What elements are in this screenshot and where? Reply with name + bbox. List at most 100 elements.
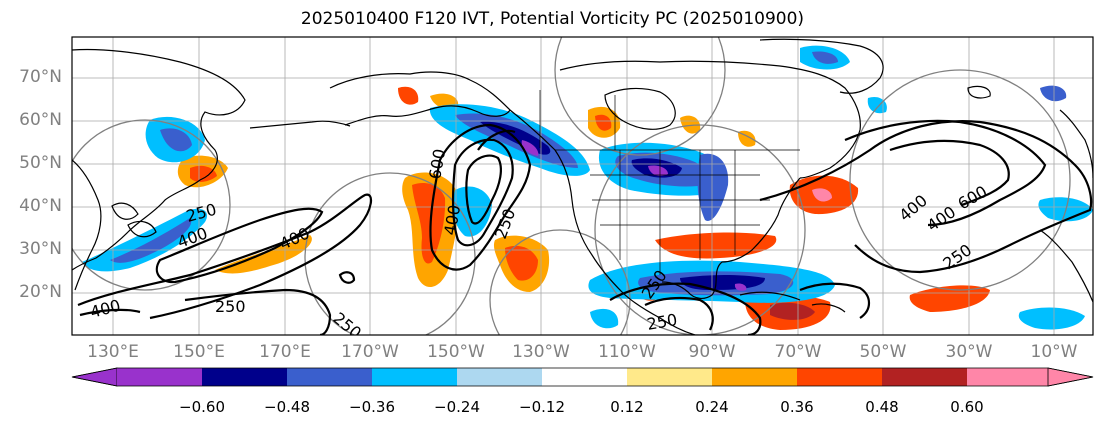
ivt-label: 400 — [440, 203, 464, 236]
ivt-600-atlantic — [889, 139, 1010, 207]
coast-japan — [111, 202, 139, 220]
pv-neg-baffin — [867, 96, 887, 114]
map-frame — [71, 36, 1094, 336]
lon-label-150w: 150°W — [427, 342, 485, 362]
colorbar-tick: −0.60 — [179, 398, 225, 416]
range-rings — [72, 37, 1071, 335]
ivt-250-atlantic — [759, 120, 1093, 274]
pv-neg-north-atlantic — [1040, 85, 1067, 102]
ivt-400-gulf-mexico — [644, 296, 714, 331]
pv-pos-hudson-core — [595, 114, 612, 131]
lat-label-60n: 60°N — [19, 110, 62, 130]
ivt-250-subtropical — [184, 288, 332, 335]
pv-pos-alaska — [398, 86, 419, 105]
coast-arctic-canada — [559, 60, 861, 179]
lat-label-20n: 20°N — [19, 282, 62, 302]
colorbar-bin — [712, 368, 797, 386]
ivt-400-gulf — [79, 308, 141, 317]
colorbar-tick: 0.60 — [950, 398, 984, 416]
pv-neg-atlantic-south — [1018, 307, 1085, 330]
coast-greenland — [759, 38, 884, 94]
colorbar-tick: −0.36 — [349, 398, 395, 416]
lon-label-30w: 30°W — [945, 342, 993, 362]
colorbar-tick: −0.48 — [264, 398, 310, 416]
lon-label-170w: 170°W — [341, 342, 399, 362]
pv-pos-greenland — [680, 115, 701, 134]
coast-europe — [1059, 109, 1093, 179]
ivt-400-westpac — [155, 207, 324, 284]
colorbar-bin — [202, 368, 287, 386]
ivt-250-westpac — [77, 193, 373, 320]
pv-pos-labrador — [738, 130, 756, 147]
colorbar-tick: 0.48 — [865, 398, 899, 416]
ivt-small-pacific — [338, 271, 356, 284]
lon-label-50w: 50°W — [859, 342, 907, 362]
coast-japan-honshu — [127, 220, 157, 238]
colorbar-bin — [287, 368, 372, 386]
pv-neg-gulf-mexico-purple — [734, 283, 747, 291]
colorbar-tick: 0.12 — [610, 398, 644, 416]
lat-label-30n: 30°N — [19, 239, 62, 259]
colorbar-bin — [457, 368, 542, 386]
coast-iberia-africa — [1039, 229, 1093, 303]
lon-label-130w: 130°W — [512, 342, 570, 362]
ivt-label: 250 — [329, 309, 365, 343]
coast-asia — [72, 48, 246, 271]
lon-label-170e: 170°E — [259, 342, 311, 362]
colorbar-bin — [882, 368, 967, 386]
ivt-label: 250 — [645, 310, 678, 334]
lon-label-90w: 90°W — [688, 342, 736, 362]
map-content: 250 400 400 250 400 250 600 400 250 250 … — [72, 37, 1093, 343]
range-ring-west — [72, 119, 231, 291]
coast-asia-mainland — [72, 159, 102, 291]
ivt-600-nepac — [465, 154, 502, 225]
range-ring-central — [304, 172, 476, 335]
colorbar-bin — [372, 368, 457, 386]
coast-caribbean — [739, 291, 846, 313]
lon-label-10w: 10°W — [1030, 342, 1078, 362]
colorbar-extend-high — [1047, 367, 1094, 387]
ivt-400-nepac — [451, 138, 514, 247]
ivt-label: 250 — [184, 200, 218, 226]
pv-pos-gulf — [655, 232, 777, 259]
colorbar-bin — [117, 368, 202, 386]
map-title: 2025010400 F120 IVT, Potential Vorticity… — [300, 9, 805, 29]
coast-alaska — [329, 71, 511, 126]
pv-pos-gulfstream-core — [812, 188, 832, 202]
pv-negative-anomalies — [82, 45, 1093, 330]
ivt-label: 600 — [425, 147, 449, 180]
pv-neg-canada-arctic-core — [812, 51, 838, 64]
pv-neg-gulf-alaska-purple — [521, 140, 539, 156]
state-borders — [539, 90, 800, 275]
ivt-label: 250 — [215, 297, 246, 316]
colorbar-tick: −0.12 — [519, 398, 565, 416]
colorbar-tick: 0.36 — [780, 398, 814, 416]
colorbar-tick: −0.24 — [434, 398, 480, 416]
colorbar-bin — [542, 368, 627, 386]
ivt-600-nepac-tail — [477, 129, 516, 151]
pv-positive-anomalies — [177, 86, 990, 330]
pv-pos-subtropical-core — [505, 245, 538, 281]
colorbar — [71, 367, 1094, 387]
lat-label-70n: 70°N — [19, 67, 62, 87]
colorbar-bin — [967, 368, 1048, 386]
pv-pos-nepac-core — [412, 182, 446, 264]
ivt-250-nepac — [429, 123, 532, 271]
lat-label-40n: 40°N — [19, 196, 62, 216]
coast-aleutians — [249, 120, 351, 129]
range-ring-us — [594, 124, 806, 335]
pv-neg-sakhalin-core — [160, 128, 192, 152]
range-ring-hudson — [554, 37, 726, 156]
pv-pos-caribbean-core — [770, 302, 815, 320]
range-ring-south — [489, 229, 631, 335]
pv-neg-appalachian — [697, 153, 729, 221]
colorbar-outline — [71, 367, 1094, 387]
colorbar-extend-low — [71, 367, 118, 387]
lat-label-50n: 50°N — [19, 153, 62, 173]
ivt-400-atlantic — [844, 119, 1047, 227]
range-ring-atlantic — [849, 69, 1071, 291]
colorbar-bin — [627, 368, 712, 386]
coast-iceland — [967, 85, 991, 99]
lon-label-130e: 130°E — [87, 342, 139, 362]
